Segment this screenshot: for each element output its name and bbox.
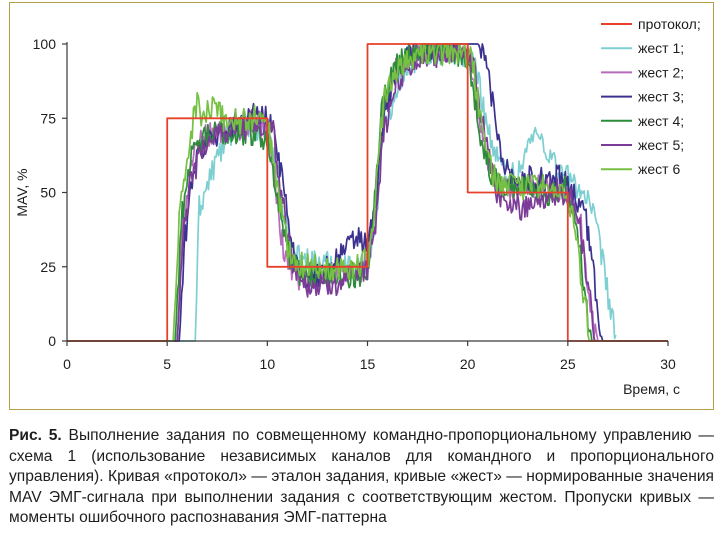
legend-label-7: жест 6 <box>638 161 680 177</box>
line-chart: 0 25 50 75 100 0 5 10 15 20 25 30 MAV, % Время, с про… <box>14 16 701 397</box>
x-tick-label-25: 25 <box>560 356 576 372</box>
y-tick-label-75: 75 <box>40 110 56 126</box>
legend-label-3: жест 2; <box>638 64 684 80</box>
y-tick-label-25: 25 <box>40 259 56 275</box>
legend-label-2: жест 1; <box>638 40 684 56</box>
x-tick-label-0: 0 <box>63 356 71 372</box>
y-tick-label-100: 100 <box>33 36 57 52</box>
legend: протокол; жест 1; жест 2; жест 3; жест 4; жес… <box>601 16 701 177</box>
figure-caption: Рис. 5. Выполнение задания по совмещенно… <box>9 426 714 529</box>
y-tick-label-50: 50 <box>40 185 56 201</box>
caption-lead: Рис. 5. <box>9 427 62 444</box>
series-layer <box>67 43 668 342</box>
legend-label-4: жест 3; <box>638 89 684 105</box>
x-tick-label-10: 10 <box>260 356 276 372</box>
legend-label-1: протокол; <box>638 16 701 32</box>
legend-label-6: жест 5; <box>638 137 684 153</box>
series-line-1 <box>67 43 668 342</box>
x-axis-title: Время, с <box>623 381 680 397</box>
y-axis-title: MAV, % <box>14 168 30 216</box>
y-tick-label-0: 0 <box>48 333 56 349</box>
x-tick-label-30: 30 <box>660 356 676 372</box>
x-tick-label-15: 15 <box>360 356 376 372</box>
chart-frame <box>9 2 714 410</box>
axes-layer: 0 25 50 75 100 0 5 10 15 20 25 30 MAV, % Время, с <box>14 36 680 397</box>
x-tick-label-20: 20 <box>460 356 476 372</box>
legend-label-5: жест 4; <box>638 113 684 129</box>
caption-text: Выполнение задания по совмещенному коман… <box>9 427 714 526</box>
x-tick-label-5: 5 <box>163 356 171 372</box>
